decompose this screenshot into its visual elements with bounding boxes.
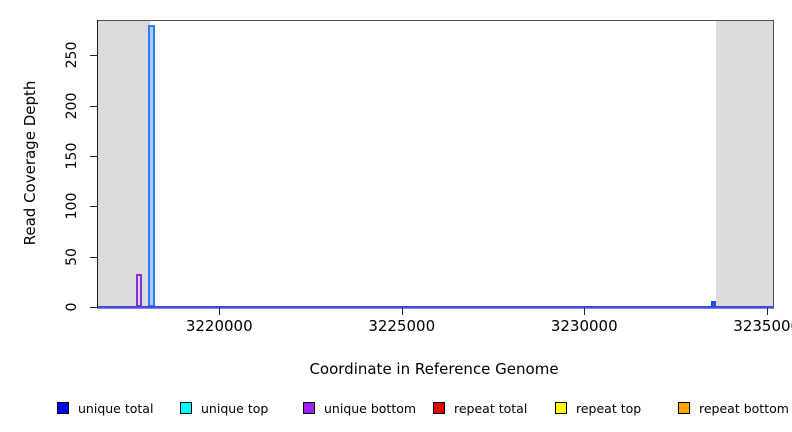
legend-item: unique top: [180, 399, 268, 417]
x-tick-label: 3225000: [368, 317, 436, 335]
x-tick-label: 3230000: [550, 317, 618, 335]
legend-label: unique total: [78, 400, 154, 416]
x-axis-tick: [584, 308, 586, 315]
legend-label: repeat total: [454, 400, 528, 416]
legend-item: repeat bottom: [678, 399, 789, 417]
legend-item: repeat total: [433, 399, 527, 417]
legend-swatch-icon: [180, 402, 192, 414]
x-axis-tick: [766, 308, 768, 315]
y-tick-label: 50: [64, 247, 80, 266]
y-axis-tick: [90, 206, 97, 208]
legend-item: repeat top: [555, 399, 641, 417]
legend-swatch-icon: [678, 402, 690, 414]
y-axis-tick: [90, 307, 97, 308]
y-axis-tick: [90, 105, 97, 107]
legend-label: repeat bottom: [699, 400, 789, 416]
legend-item: unique total: [57, 399, 153, 417]
x-tick-label: 3220000: [185, 317, 253, 335]
y-axis-tick: [90, 256, 97, 258]
legend-swatch-icon: [555, 402, 567, 414]
y-axis-tick: [90, 55, 97, 57]
legend-label: unique bottom: [324, 400, 417, 416]
legend-swatch-icon: [303, 402, 315, 414]
y-tick-label: 250: [64, 41, 80, 69]
x-tick-label: 3235000: [733, 317, 792, 335]
y-tick-label: 0: [64, 302, 80, 312]
y-axis-tick: [90, 155, 97, 157]
legend-swatch-icon: [57, 402, 69, 414]
chart-legend: unique total unique top unique bottom repea…: [0, 399, 792, 419]
y-tick-label: 150: [64, 142, 80, 170]
legend-label: unique top: [201, 400, 269, 416]
legend-label: repeat top: [576, 400, 642, 416]
plot-area: [97, 20, 774, 307]
x-axis-title: Coordinate in Reference Genome: [309, 360, 559, 378]
y-tick-label: 200: [64, 92, 80, 119]
y-axis-line: [97, 20, 98, 308]
y-tick-label: 100: [64, 192, 80, 220]
x-axis-tick: [401, 308, 403, 315]
y-axis-title: Read Coverage Depth: [21, 80, 39, 246]
x-axis-tick: [219, 308, 221, 315]
legend-swatch-icon: [433, 402, 445, 414]
legend-item: unique bottom: [303, 399, 416, 417]
